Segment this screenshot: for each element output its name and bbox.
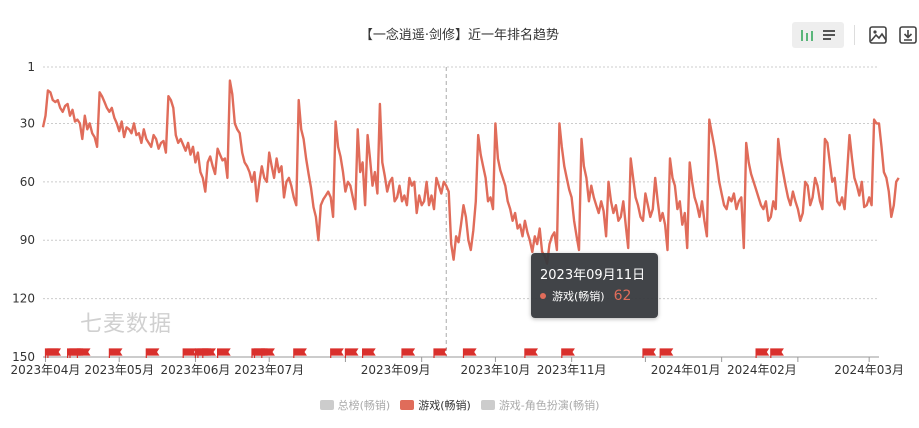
watermark: 七麦数据 (80, 312, 173, 337)
legend-item-rpg[interactable]: 游戏-角色扮演(畅销) (480, 397, 600, 413)
x-tick-label: 2024年02月 (727, 363, 797, 377)
event-flag[interactable] (344, 348, 359, 358)
event-flag[interactable] (108, 348, 123, 358)
tooltip-value: 62 (613, 288, 632, 304)
series-line (41, 79, 900, 265)
x-tick-label: 2023年10月 (461, 363, 531, 377)
list-icon[interactable] (818, 24, 840, 46)
y-tick-label: 150 (12, 350, 35, 364)
y-tick-label: 1 (27, 60, 35, 74)
event-flag[interactable] (659, 348, 674, 358)
x-tick-label: 2023年09月 (361, 363, 431, 377)
y-tick-label: 90 (20, 233, 35, 247)
toolbar-divider (854, 25, 855, 45)
view-toggle-group (792, 22, 844, 48)
tooltip-series-dot (540, 293, 546, 299)
legend-item-game[interactable]: 游戏(畅销) (400, 397, 471, 413)
x-tick-label: 2023年07月 (234, 363, 304, 377)
x-tick-label: 2023年06月 (161, 363, 231, 377)
x-axis: 2023年04月 2023年05月 2023年06月 2023年07月 2023年09月… (11, 356, 904, 377)
chart-legend: 总榜(畅销) 游戏(畅销) 游戏-角色扮演(畅销) (0, 397, 919, 413)
event-flag[interactable] (362, 348, 376, 358)
event-flag[interactable] (293, 348, 307, 358)
legend-label: 游戏-角色扮演(畅销) (498, 399, 600, 412)
y-tick-label: 60 (20, 175, 35, 189)
x-tick-label: 2023年11月 (537, 363, 607, 377)
tooltip-series-name: 游戏(畅销) (552, 290, 605, 303)
event-flag[interactable] (770, 348, 784, 358)
event-flag[interactable] (524, 348, 539, 358)
legend-item-overall[interactable]: 总榜(畅销) (319, 397, 391, 413)
event-flag[interactable] (217, 348, 231, 358)
image-download-icon[interactable] (865, 22, 891, 48)
chart-toolbar (792, 22, 919, 48)
y-tick-label: 120 (12, 292, 35, 306)
event-flag[interactable] (202, 348, 216, 358)
event-flag[interactable] (561, 348, 575, 358)
event-flag[interactable] (433, 348, 448, 358)
bar-chart-icon[interactable] (796, 24, 818, 46)
event-flag[interactable] (462, 348, 477, 358)
legend-swatch (480, 400, 495, 410)
x-tick-label: 2023年05月 (84, 363, 154, 377)
event-flag[interactable] (182, 348, 197, 358)
legend-swatch (400, 400, 415, 410)
event-flag[interactable] (47, 348, 62, 358)
legend-label: 总榜(畅销) (337, 399, 391, 412)
event-flag[interactable] (145, 348, 160, 358)
event-flag[interactable] (261, 348, 275, 358)
event-flag[interactable] (642, 348, 657, 358)
x-tick-label: 2023年04月 (11, 363, 81, 377)
event-flag[interactable] (76, 348, 91, 358)
tooltip-date: 2023年09月11日 (540, 268, 646, 283)
event-flag[interactable] (330, 348, 344, 358)
y-axis: 1 30 60 90 120 150 (12, 60, 35, 364)
y-tick-label: 30 (20, 116, 35, 130)
data-tooltip: 2023年09月11日 游戏(畅销) 62 (531, 253, 658, 318)
event-flag[interactable] (401, 348, 416, 358)
event-flags (44, 348, 784, 358)
x-tick-label: 2024年03月 (834, 363, 904, 377)
chart-title: 【一念逍遥·剑修】近一年排名趋势 (359, 28, 560, 43)
x-tick-label: 2024年01月 (651, 363, 721, 377)
download-icon[interactable] (895, 22, 919, 48)
legend-label: 游戏(畅销) (418, 399, 471, 412)
tooltip-row: 游戏(畅销) 62 (540, 288, 631, 304)
legend-swatch (319, 400, 334, 410)
chart-grid (43, 66, 879, 300)
event-flag[interactable] (755, 348, 770, 358)
series-game-grossing (41, 79, 900, 265)
